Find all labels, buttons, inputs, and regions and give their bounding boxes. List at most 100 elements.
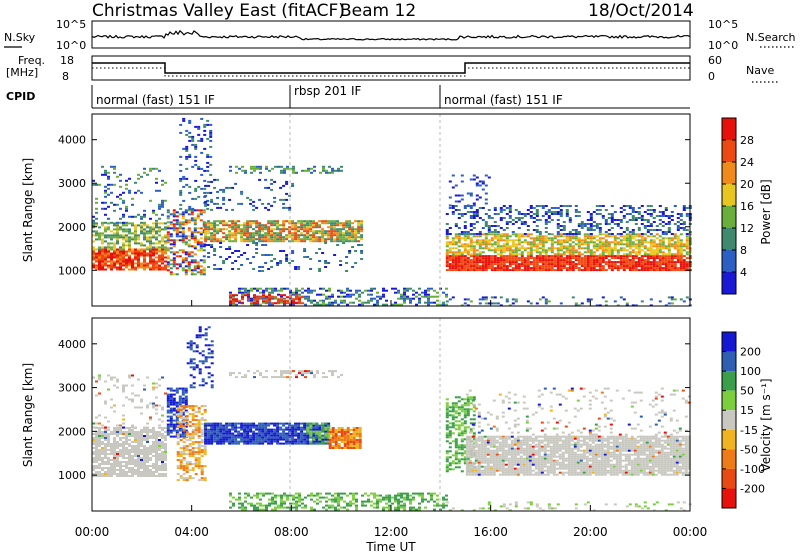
scatter-cell bbox=[104, 437, 107, 439]
scatter-cell bbox=[345, 220, 349, 223]
scatter-cell bbox=[583, 239, 587, 242]
scatter-cell bbox=[475, 261, 479, 264]
scatter-cell bbox=[164, 199, 167, 202]
scatter-cell bbox=[328, 287, 331, 290]
scatter-cell bbox=[466, 251, 470, 254]
scatter-cell bbox=[360, 224, 364, 227]
scatter-cell bbox=[107, 374, 110, 377]
scatter-cell bbox=[261, 266, 265, 268]
scatter-cell bbox=[137, 260, 140, 263]
scatter-cell bbox=[119, 264, 122, 267]
scatter-cell bbox=[454, 257, 458, 260]
scatter-cell bbox=[267, 220, 271, 223]
scatter-cell bbox=[535, 257, 539, 260]
scatter-cell bbox=[637, 217, 641, 219]
scatter-cell bbox=[98, 238, 101, 241]
scatter-cell bbox=[202, 255, 206, 258]
scatter-cell bbox=[661, 239, 665, 242]
scatter-cell bbox=[631, 211, 635, 213]
scatter-cell bbox=[116, 445, 119, 447]
scatter-cell bbox=[279, 262, 283, 264]
scatter-cell bbox=[98, 453, 101, 455]
scatter-cell bbox=[487, 247, 491, 250]
scatter-cell bbox=[277, 298, 280, 301]
scatter-cell bbox=[184, 241, 188, 244]
scatter-cell bbox=[188, 119, 192, 122]
scatter-cell bbox=[125, 461, 128, 463]
scatter-cell bbox=[113, 437, 116, 439]
scatter-cell bbox=[155, 447, 158, 449]
scatter-cell bbox=[182, 449, 186, 452]
scatter-cell bbox=[295, 289, 298, 292]
scatter-cell bbox=[571, 265, 575, 268]
scatter-cell bbox=[116, 236, 119, 239]
scatter-cell bbox=[270, 236, 274, 239]
scatter-cell bbox=[152, 262, 155, 265]
scatter-cell bbox=[373, 303, 376, 306]
scatter-cell bbox=[526, 243, 530, 246]
scatter-cell bbox=[175, 417, 179, 420]
scatter-cell bbox=[622, 237, 626, 240]
scatter-cell bbox=[526, 247, 530, 250]
scatter-cell bbox=[622, 269, 626, 272]
scatter-cell bbox=[110, 453, 113, 455]
scatter-cell bbox=[155, 465, 158, 467]
scatter-cell bbox=[146, 459, 149, 461]
scatter-cell bbox=[184, 271, 188, 274]
scatter-cell bbox=[110, 266, 113, 269]
scatter-cell bbox=[348, 238, 352, 241]
scatter-cell bbox=[292, 303, 295, 306]
scatter-cell bbox=[562, 253, 566, 256]
scatter-cell bbox=[604, 239, 608, 242]
scatter-cell bbox=[92, 447, 95, 449]
scatter-cell bbox=[172, 261, 176, 264]
scatter-cell bbox=[336, 230, 340, 233]
scatter-cell bbox=[451, 251, 455, 254]
scatter-cell bbox=[535, 237, 539, 240]
scatter-cell bbox=[303, 226, 307, 229]
scatter-cell bbox=[577, 211, 581, 213]
scatter-cell bbox=[298, 293, 301, 296]
scatter-cell bbox=[300, 226, 304, 229]
scatter-cell bbox=[544, 251, 548, 254]
scatter-cell bbox=[322, 165, 325, 168]
scatter-cell bbox=[577, 247, 581, 250]
scatter-cell bbox=[490, 255, 494, 258]
scatter-cell bbox=[134, 226, 137, 229]
scatter-cell bbox=[574, 243, 578, 246]
scatter-cell bbox=[240, 192, 244, 195]
scatter-cell bbox=[206, 191, 210, 194]
scatter-cell bbox=[92, 221, 95, 224]
scatter-cell bbox=[122, 268, 125, 271]
scatter-cell bbox=[685, 233, 689, 235]
scatter-cell bbox=[155, 238, 158, 241]
scatter-cell bbox=[164, 236, 167, 239]
scatter-cell bbox=[158, 248, 161, 251]
scatter-cell bbox=[478, 239, 482, 242]
scatter-cell bbox=[505, 247, 509, 250]
scatter-cell bbox=[184, 209, 188, 212]
scatter-cell bbox=[682, 259, 686, 262]
scatter-cell bbox=[198, 328, 202, 331]
scatter-cell bbox=[187, 229, 191, 232]
scatter-cell bbox=[670, 237, 674, 240]
scatter-cell bbox=[210, 374, 214, 377]
scatter-cell bbox=[246, 230, 250, 233]
scatter-cell bbox=[571, 245, 575, 248]
scatter-cell bbox=[297, 266, 301, 268]
scatter-cell bbox=[544, 255, 548, 258]
scatter-cell bbox=[119, 236, 122, 239]
scatter-cell bbox=[207, 428, 211, 431]
scatter-cell bbox=[324, 232, 328, 235]
scatter-cell bbox=[228, 236, 232, 239]
scatter-cell bbox=[166, 387, 170, 390]
scatter-cell bbox=[261, 254, 265, 256]
scatter-cell bbox=[306, 232, 310, 235]
scatter-cell bbox=[199, 247, 203, 250]
scatter-cell bbox=[191, 433, 195, 436]
scatter-cell bbox=[604, 304, 608, 307]
scatter-cell bbox=[559, 259, 563, 262]
scatter-cell bbox=[101, 240, 104, 243]
scatter-cell bbox=[143, 250, 146, 253]
scatter-cell bbox=[270, 224, 274, 227]
